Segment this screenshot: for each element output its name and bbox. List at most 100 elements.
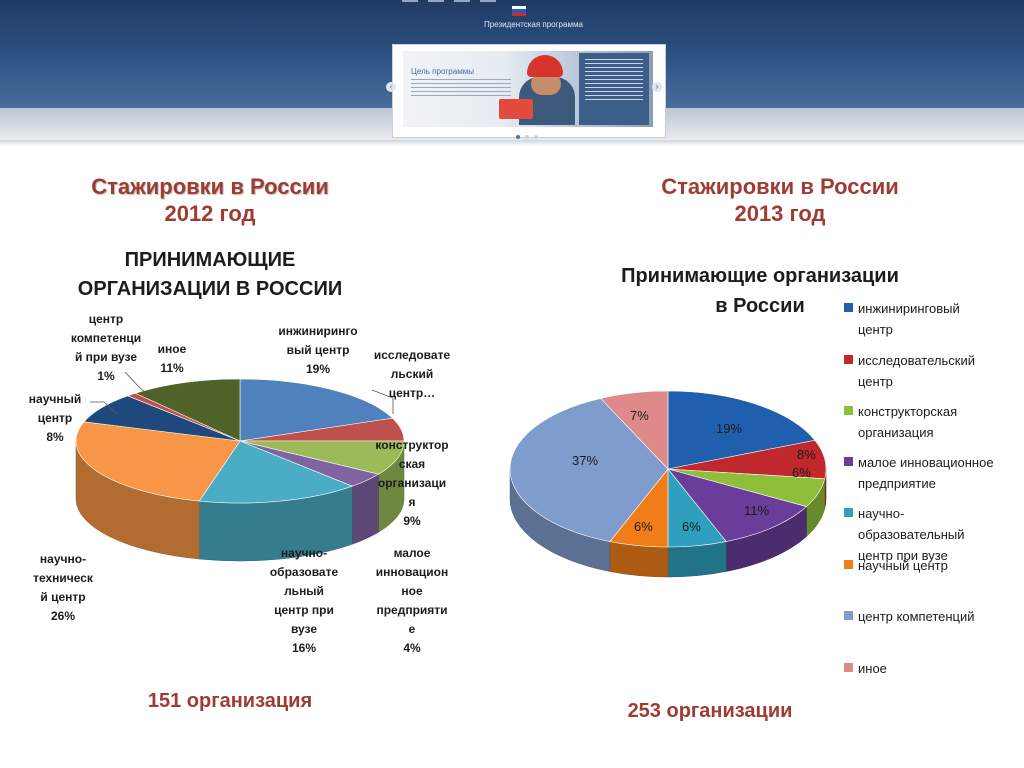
pct-issl: 8%	[797, 447, 816, 462]
right-slice-0	[667, 390, 816, 470]
left-year: 2012 год	[164, 201, 256, 226]
label-line: инжиниринго	[278, 324, 358, 338]
label-nauchny: научный центр 8%	[14, 390, 96, 447]
label-line: 1%	[97, 369, 115, 383]
label-line: техническ	[33, 571, 93, 585]
label-line: 4%	[403, 641, 421, 655]
program-title: Президентская программа	[484, 20, 583, 29]
label-kompetencii: центр компетенци й при вузе 1%	[56, 310, 156, 386]
leader-line-0	[371, 389, 394, 414]
right-total: 253 организации	[627, 700, 793, 722]
leader-line-1	[90, 401, 118, 415]
right-slice-6	[509, 398, 669, 542]
label-line: 11%	[160, 361, 184, 375]
hero-slide[interactable]: Цель программы	[392, 44, 666, 138]
legend-swatch	[844, 303, 853, 312]
label-line: инновацион	[375, 565, 449, 579]
legend-text: иное	[858, 658, 1018, 679]
label-line: 26%	[50, 609, 76, 623]
left-total: 151 организация	[147, 690, 313, 712]
legend-line: предприятие	[858, 476, 936, 491]
label-line: предприяти	[376, 603, 448, 617]
label-line: 9%	[403, 514, 421, 528]
legend-text: малое инновационное предприятие	[858, 452, 1018, 494]
quote-panel	[579, 53, 649, 125]
hardhat-icon	[527, 55, 563, 77]
pct-inzh: 19%	[716, 421, 743, 436]
label-issledovatelsky: исследовате льский центр…	[362, 346, 462, 403]
legend-line: конструкторская	[858, 404, 958, 419]
label-inoe: иное 11%	[142, 340, 202, 378]
legend-swatch	[844, 457, 853, 466]
pct-nauch: 6%	[634, 519, 653, 534]
label-line: й при вузе	[74, 350, 138, 364]
left-slice-4	[198, 440, 354, 504]
label-line: научно-	[39, 552, 87, 566]
legend-text: исследовательский центр	[858, 350, 1018, 392]
label-line: образовате	[269, 565, 339, 579]
right-title: Стажировки в России	[661, 174, 899, 199]
label-line: научно-	[280, 546, 328, 560]
label-line: исследовате	[373, 348, 451, 362]
header-divider	[0, 140, 1024, 146]
label-line: конструктор	[375, 438, 449, 452]
label-line: льский	[390, 367, 434, 381]
legend-line: центр компетенций	[858, 609, 975, 624]
label-konstruktorskaya: конструктор ская организаци я 9%	[362, 436, 462, 531]
legend-line: исследовательский	[858, 353, 975, 368]
slide-prev-icon[interactable]: ‹	[386, 82, 396, 92]
slide-caption: Цель программы	[411, 67, 474, 76]
left-chart-title-1: ПРИНИМАЮЩИЕ	[124, 249, 296, 271]
label-line: я	[408, 495, 416, 509]
right-slice-3	[667, 468, 808, 542]
legend-swatch	[844, 508, 853, 517]
label-line: вый центр	[286, 343, 350, 357]
legend-swatch	[844, 355, 853, 364]
label-line: й центр	[40, 590, 86, 604]
legend-text: научно-образовательный центр при вузе	[858, 503, 1018, 566]
slide-dots[interactable]	[516, 126, 543, 144]
left-slice-2	[239, 440, 405, 475]
label-inzhiniring: инжиниринго вый центр 19%	[258, 322, 378, 379]
label-line: центр…	[388, 386, 436, 400]
worker-face	[531, 73, 561, 95]
legend-swatch	[844, 406, 853, 415]
legend-swatch	[844, 663, 853, 672]
label-line: 16%	[291, 641, 317, 655]
label-line: вузе	[290, 622, 318, 636]
legend-text: инжиниринговый центр	[858, 298, 1018, 340]
right-chart-title-1: Принимающие организации	[621, 265, 899, 287]
right-year: 2013 год	[734, 201, 826, 226]
label-nauch-tekh: научно-техническ й центр 26%	[18, 550, 108, 626]
right-slice-7	[600, 390, 669, 470]
legend-line: образовательный	[858, 527, 965, 542]
legend-line: центр при вузе	[858, 548, 948, 563]
russia-flag-icon	[512, 6, 526, 16]
left-slice-5	[75, 421, 241, 502]
clipboard-icon	[499, 99, 533, 119]
left-pie	[75, 378, 405, 562]
label-line: организаци	[377, 476, 447, 490]
label-line: малое	[393, 546, 431, 560]
slide-next-icon[interactable]: ›	[652, 82, 662, 92]
legend-swatch	[844, 560, 853, 569]
pct-nauchobr: 6%	[682, 519, 701, 534]
legend-line: центр	[858, 322, 893, 337]
label-line: центр при	[274, 603, 334, 617]
legend-text: центр компетенций	[858, 606, 1018, 627]
left-slice-0	[239, 378, 394, 442]
label-line: компетенци	[70, 331, 142, 345]
label-line: льный	[284, 584, 324, 598]
legend-line: инжиниринговый	[858, 301, 960, 316]
legend-line: центр	[858, 374, 893, 389]
pct-kompet: 37%	[572, 453, 599, 468]
label-line: центр	[37, 411, 73, 425]
pct-maloe: 11%	[744, 503, 770, 518]
label-nauch-obraz: научно-образовате льный центр при вузе 16%	[254, 544, 354, 658]
legend-line: научно-	[858, 506, 905, 521]
legend-text: научный центр	[858, 555, 1018, 576]
leader-line-2	[124, 371, 151, 397]
label-line: 19%	[305, 362, 331, 376]
right-pie	[509, 390, 827, 578]
